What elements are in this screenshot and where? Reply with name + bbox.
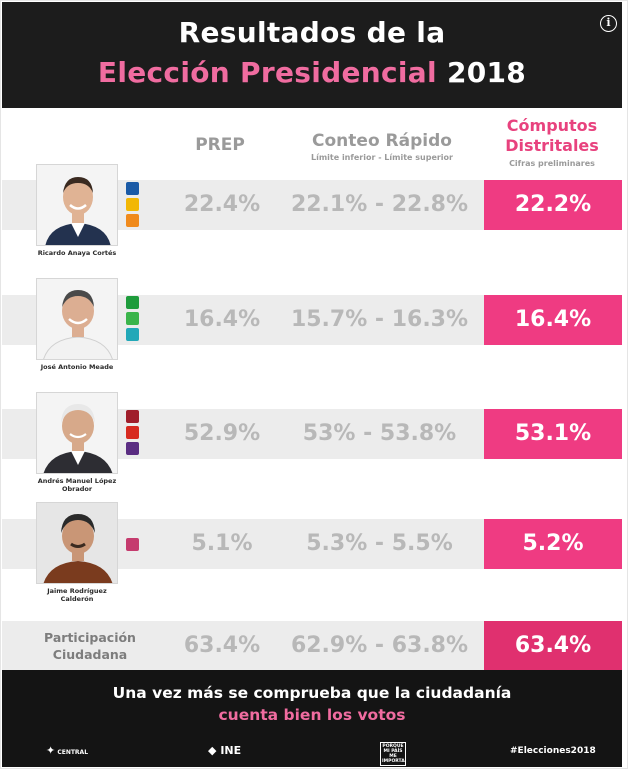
computos-value: 53.1%: [484, 409, 622, 459]
porque-logo: PORQUE MI PAÍS ME IMPORTA: [380, 742, 406, 766]
central-logo-text: CENTRAL: [57, 749, 89, 756]
info-icon[interactable]: i: [600, 15, 617, 32]
computos-line-1: Cómputos: [506, 116, 598, 135]
column-header-conteo: Conteo Rápido: [312, 131, 452, 151]
mc-logo-icon: [126, 214, 139, 227]
panal-logo-icon: [126, 328, 139, 341]
portrait-amlo-icon: [37, 393, 117, 473]
footer-line-1: Una vez más se comprueba que la ciudadan…: [112, 684, 512, 702]
computos-line-2: Distritales: [505, 136, 599, 155]
column-subheader-computos: Cifras preliminares: [509, 159, 595, 168]
party-logos: [126, 410, 142, 458]
prep-value: 52.9%: [183, 421, 261, 446]
computos-value: 22.2%: [484, 180, 622, 230]
participation-label: Participación Ciudadana: [20, 629, 160, 663]
column-header-computos: Cómputos Distritales: [490, 116, 614, 156]
participation-conteo-value: 62.9% - 63.8%: [290, 633, 469, 658]
footer-line-2: cuenta bien los votos: [218, 706, 406, 724]
portrait-anaya-icon: [37, 165, 117, 245]
party-logos: [126, 296, 142, 344]
candidate-photo: [36, 502, 118, 584]
pan-logo-icon: [126, 182, 139, 195]
candidate-name: Ricardo Anaya Cortés: [37, 249, 117, 257]
title-line-2: Elección Presidencial 2018: [2, 56, 622, 89]
ine-logo-text: INE: [220, 744, 242, 757]
portrait-rodriguez-icon: [37, 503, 117, 583]
candidate-photo: [36, 392, 118, 474]
header-banner: Resultados de la Elección Presidencial 2…: [2, 2, 622, 108]
title-line-1: Resultados de la: [178, 16, 446, 49]
ine-logo: ◆ INE: [208, 744, 241, 757]
column-header-prep: PREP: [195, 135, 245, 155]
participation-computos-value: 63.4%: [484, 621, 622, 671]
ine-logo-icon: ◆: [208, 744, 217, 757]
prep-value: 16.4%: [183, 307, 261, 332]
central-logo: ✦ CENTRAL: [46, 744, 88, 757]
conteo-value: 53% - 53.8%: [302, 421, 457, 446]
conteo-value: 5.3% - 5.5%: [306, 531, 453, 556]
prd-logo-icon: [126, 198, 139, 211]
column-subheader-conteo: Límite inferior - Límite superior: [310, 153, 453, 162]
pt-logo-icon: [126, 426, 139, 439]
candidate-name: Jaime Rodríguez Calderón: [47, 587, 107, 603]
footer-banner: Una vez más se comprueba que la ciudadan…: [2, 670, 622, 767]
conteo-value: 15.7% - 16.3%: [290, 307, 469, 332]
independiente-logo-icon: [126, 538, 139, 551]
portrait-meade-icon: [37, 279, 117, 359]
participation-label-line-2: Ciudadana: [52, 647, 128, 662]
party-logos: [126, 182, 142, 230]
party-logos: [126, 538, 142, 554]
pvem-logo-icon: [126, 312, 139, 325]
prep-value: 5.1%: [191, 531, 253, 556]
computos-value: 16.4%: [484, 295, 622, 345]
computos-value: 5.2%: [484, 519, 622, 569]
hashtag-label: #Elecciones2018: [510, 746, 596, 756]
candidate-photo: [36, 278, 118, 360]
central-logo-icon: ✦: [46, 744, 56, 757]
candidate-photo: [36, 164, 118, 246]
conteo-value: 22.1% - 22.8%: [290, 192, 469, 217]
title-year: 2018: [446, 56, 527, 89]
participation-prep-value: 63.4%: [183, 633, 261, 658]
morena-logo-icon: [126, 410, 139, 423]
candidate-name: Andrés Manuel López Obrador: [37, 477, 117, 493]
prep-value: 22.4%: [183, 192, 261, 217]
pri-logo-icon: [126, 296, 139, 309]
title-highlight: Elección Presidencial: [97, 56, 437, 89]
results-table: PREP Conteo Rápido Límite inferior - Lím…: [2, 108, 622, 671]
pes-logo-icon: [126, 442, 139, 455]
participation-label-line-1: Participación: [44, 630, 136, 645]
candidate-name: José Antonio Meade: [40, 363, 114, 371]
